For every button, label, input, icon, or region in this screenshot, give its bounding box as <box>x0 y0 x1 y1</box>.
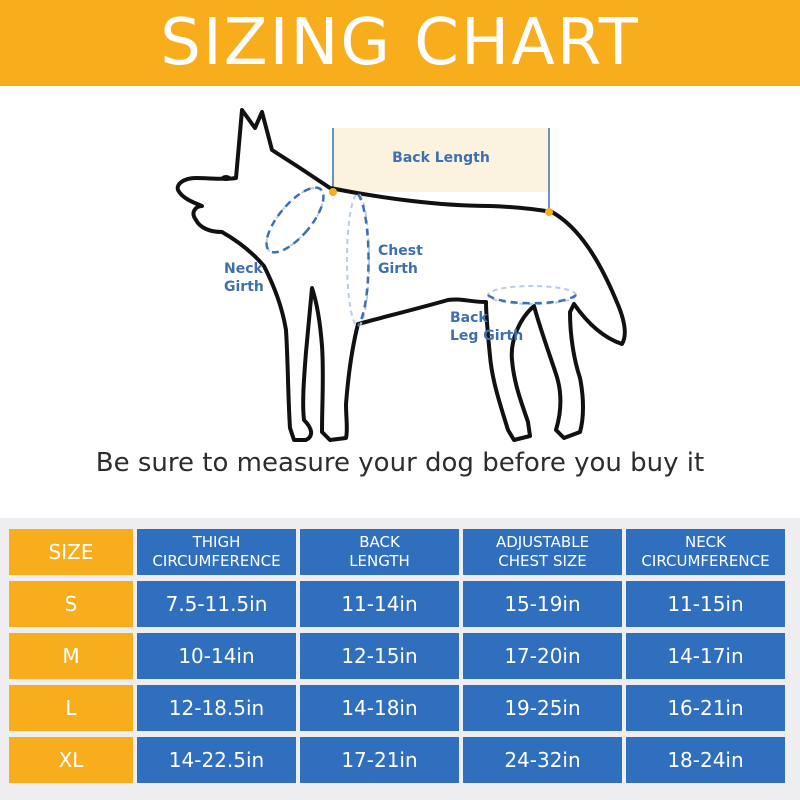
size-cell: S <box>9 581 133 627</box>
back-length-label: Back Length <box>392 150 490 166</box>
title-banner: SIZING CHART <box>0 0 800 86</box>
back-length-end-dot <box>545 208 553 216</box>
back-length-start-dot <box>329 188 337 196</box>
leg-girth-front-loop <box>487 293 577 305</box>
measure-note: Be sure to measure your dog before you b… <box>95 448 705 478</box>
chest-cell: 17-20in <box>463 633 622 679</box>
back-length-cell: 14-18in <box>300 685 459 731</box>
neck-girth-label-line2: Girth <box>224 279 264 295</box>
size-cell: L <box>9 685 133 731</box>
header-back-length: BACK LENGTH <box>300 529 459 575</box>
table-row: S 7.5-11.5in 11-14in 15-19in 11-15in <box>9 581 785 627</box>
page-title: SIZING CHART <box>160 6 640 80</box>
back-length-area <box>333 128 549 192</box>
header-neck: NECK CIRCUMFERENCE <box>626 529 785 575</box>
back-leg-girth-label-line2: Leg Girth <box>450 328 523 344</box>
neck-cell: 16-21in <box>626 685 785 731</box>
table-header-row: SIZE THIGH CIRCUMFERENCE BACK LENGTH ADJ… <box>9 529 785 575</box>
neck-cell: 18-24in <box>626 737 785 783</box>
chest-girth-label-line1: Chest <box>378 243 423 259</box>
neck-girth-label-line1: Neck <box>224 261 264 277</box>
chest-girth-back-loop <box>346 193 370 327</box>
back-leg-girth-label-line1: Back <box>450 310 488 326</box>
back-length-cell: 11-14in <box>300 581 459 627</box>
table-row: XL 14-22.5in 17-21in 24-32in 18-24in <box>9 737 785 783</box>
header-chest: ADJUSTABLE CHEST SIZE <box>463 529 622 575</box>
back-length-cell: 12-15in <box>300 633 459 679</box>
table-row: L 12-18.5in 14-18in 19-25in 16-21in <box>9 685 785 731</box>
chest-cell: 24-32in <box>463 737 622 783</box>
chest-girth-front-loop <box>356 193 370 327</box>
size-table: SIZE THIGH CIRCUMFERENCE BACK LENGTH ADJ… <box>5 523 789 789</box>
dog-measurement-diagram: Back Length Chest Girth Neck Girth Back … <box>0 86 800 446</box>
dog-eye <box>221 175 231 181</box>
neck-girth-front-loop <box>265 186 325 254</box>
header-thigh: THIGH CIRCUMFERENCE <box>137 529 296 575</box>
size-cell: XL <box>9 737 133 783</box>
thigh-cell: 14-22.5in <box>137 737 296 783</box>
dog-silhouette <box>175 108 627 442</box>
chest-girth-label-line2: Girth <box>378 261 418 277</box>
table-row: M 10-14in 12-15in 17-20in 14-17in <box>9 633 785 679</box>
chest-cell: 19-25in <box>463 685 622 731</box>
thigh-cell: 10-14in <box>137 633 296 679</box>
neck-cell: 11-15in <box>626 581 785 627</box>
dog-diagram-svg: Back Length Chest Girth Neck Girth Back … <box>175 108 627 442</box>
back-length-cell: 17-21in <box>300 737 459 783</box>
size-cell: M <box>9 633 133 679</box>
thigh-cell: 7.5-11.5in <box>137 581 296 627</box>
neck-cell: 14-17in <box>626 633 785 679</box>
thigh-cell: 12-18.5in <box>137 685 296 731</box>
chest-cell: 15-19in <box>463 581 622 627</box>
header-size: SIZE <box>9 529 133 575</box>
